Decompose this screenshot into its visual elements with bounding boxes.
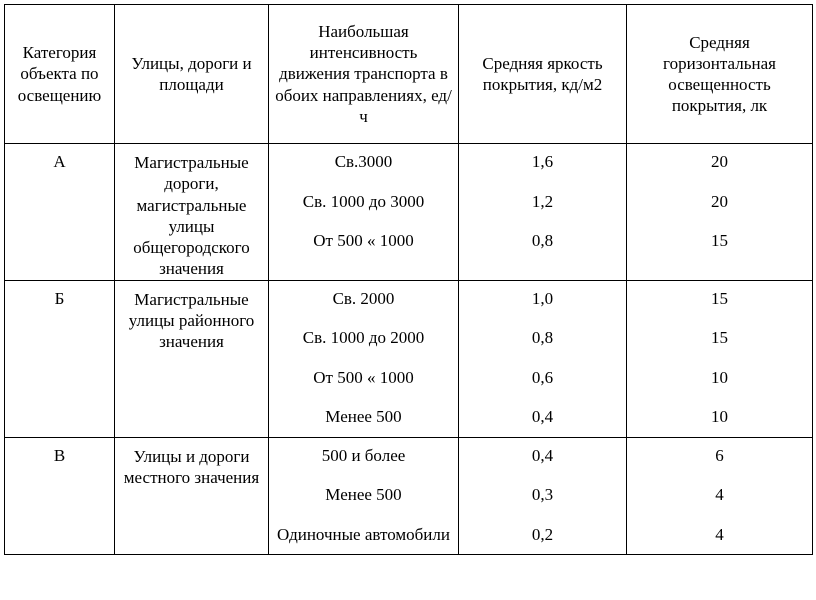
- illuminance-b: 15 15 10 10: [627, 280, 813, 437]
- cell: 10: [631, 407, 808, 427]
- cell: 20: [631, 152, 808, 172]
- header-intensity: Наибольшая интенсивность движения трансп…: [269, 5, 459, 144]
- cell: От 500 « 1000: [273, 231, 454, 251]
- category-v: В: [5, 437, 115, 555]
- desc-v: Улицы и дороги местного значения: [115, 437, 269, 555]
- cell: 500 и более: [273, 446, 454, 466]
- section-a: А Магистральные дороги, магистральные ул…: [5, 144, 813, 281]
- cell: 0,4: [463, 407, 622, 427]
- intensity-b: Св. 2000 Св. 1000 до 2000 От 500 « 1000 …: [269, 280, 459, 437]
- section-b: Б Магистральные улицы районного значения…: [5, 280, 813, 437]
- cell: 15: [631, 231, 808, 251]
- cell: 1,6: [463, 152, 622, 172]
- cell: Св.3000: [273, 152, 454, 172]
- desc-b: Магистральные улицы районного значения: [115, 280, 269, 437]
- illuminance-a: 20 20 15: [627, 144, 813, 281]
- cell: 15: [631, 289, 808, 309]
- cell: 0,6: [463, 368, 622, 388]
- header-category: Категория объекта по освещению: [5, 5, 115, 144]
- header-brightness: Средняя яркость покрытия, кд/м2: [459, 5, 627, 144]
- illuminance-v: 6 4 4: [627, 437, 813, 555]
- cell: 0,3: [463, 485, 622, 505]
- category-b: Б: [5, 280, 115, 437]
- section-v: В Улицы и дороги местного значения 500 и…: [5, 437, 813, 555]
- brightness-a: 1,6 1,2 0,8: [459, 144, 627, 281]
- header-illuminance: Средняя горизонтальная освещенность покр…: [627, 5, 813, 144]
- cell: Менее 500: [273, 407, 454, 427]
- intensity-v: 500 и более Менее 500 Одиночные автомоби…: [269, 437, 459, 555]
- cell: 0,2: [463, 525, 622, 545]
- cell: 0,8: [463, 231, 622, 251]
- desc-a: Магистральные дороги, магистральные улиц…: [115, 144, 269, 281]
- header-row: Категория объекта по освещению Улицы, до…: [5, 5, 813, 144]
- brightness-b: 1,0 0,8 0,6 0,4: [459, 280, 627, 437]
- header-streets: Улицы, дороги и площади: [115, 5, 269, 144]
- cell: 4: [631, 525, 808, 545]
- cell: 10: [631, 368, 808, 388]
- intensity-a: Св.3000 Св. 1000 до 3000 От 500 « 1000: [269, 144, 459, 281]
- cell: Св. 2000: [273, 289, 454, 309]
- cell: Св. 1000 до 3000: [273, 192, 454, 212]
- cell: От 500 « 1000: [273, 368, 454, 388]
- cell: Одиночные автомобили: [273, 525, 454, 545]
- cell: 6: [631, 446, 808, 466]
- cell: 0,4: [463, 446, 622, 466]
- brightness-v: 0,4 0,3 0,2: [459, 437, 627, 555]
- cell: 1,0: [463, 289, 622, 309]
- cell: Менее 500: [273, 485, 454, 505]
- cell: 4: [631, 485, 808, 505]
- cell: 1,2: [463, 192, 622, 212]
- category-a: А: [5, 144, 115, 281]
- cell: 0,8: [463, 328, 622, 348]
- cell: Св. 1000 до 2000: [273, 328, 454, 348]
- cell: 15: [631, 328, 808, 348]
- lighting-standards-table: Категория объекта по освещению Улицы, до…: [4, 4, 813, 555]
- cell: 20: [631, 192, 808, 212]
